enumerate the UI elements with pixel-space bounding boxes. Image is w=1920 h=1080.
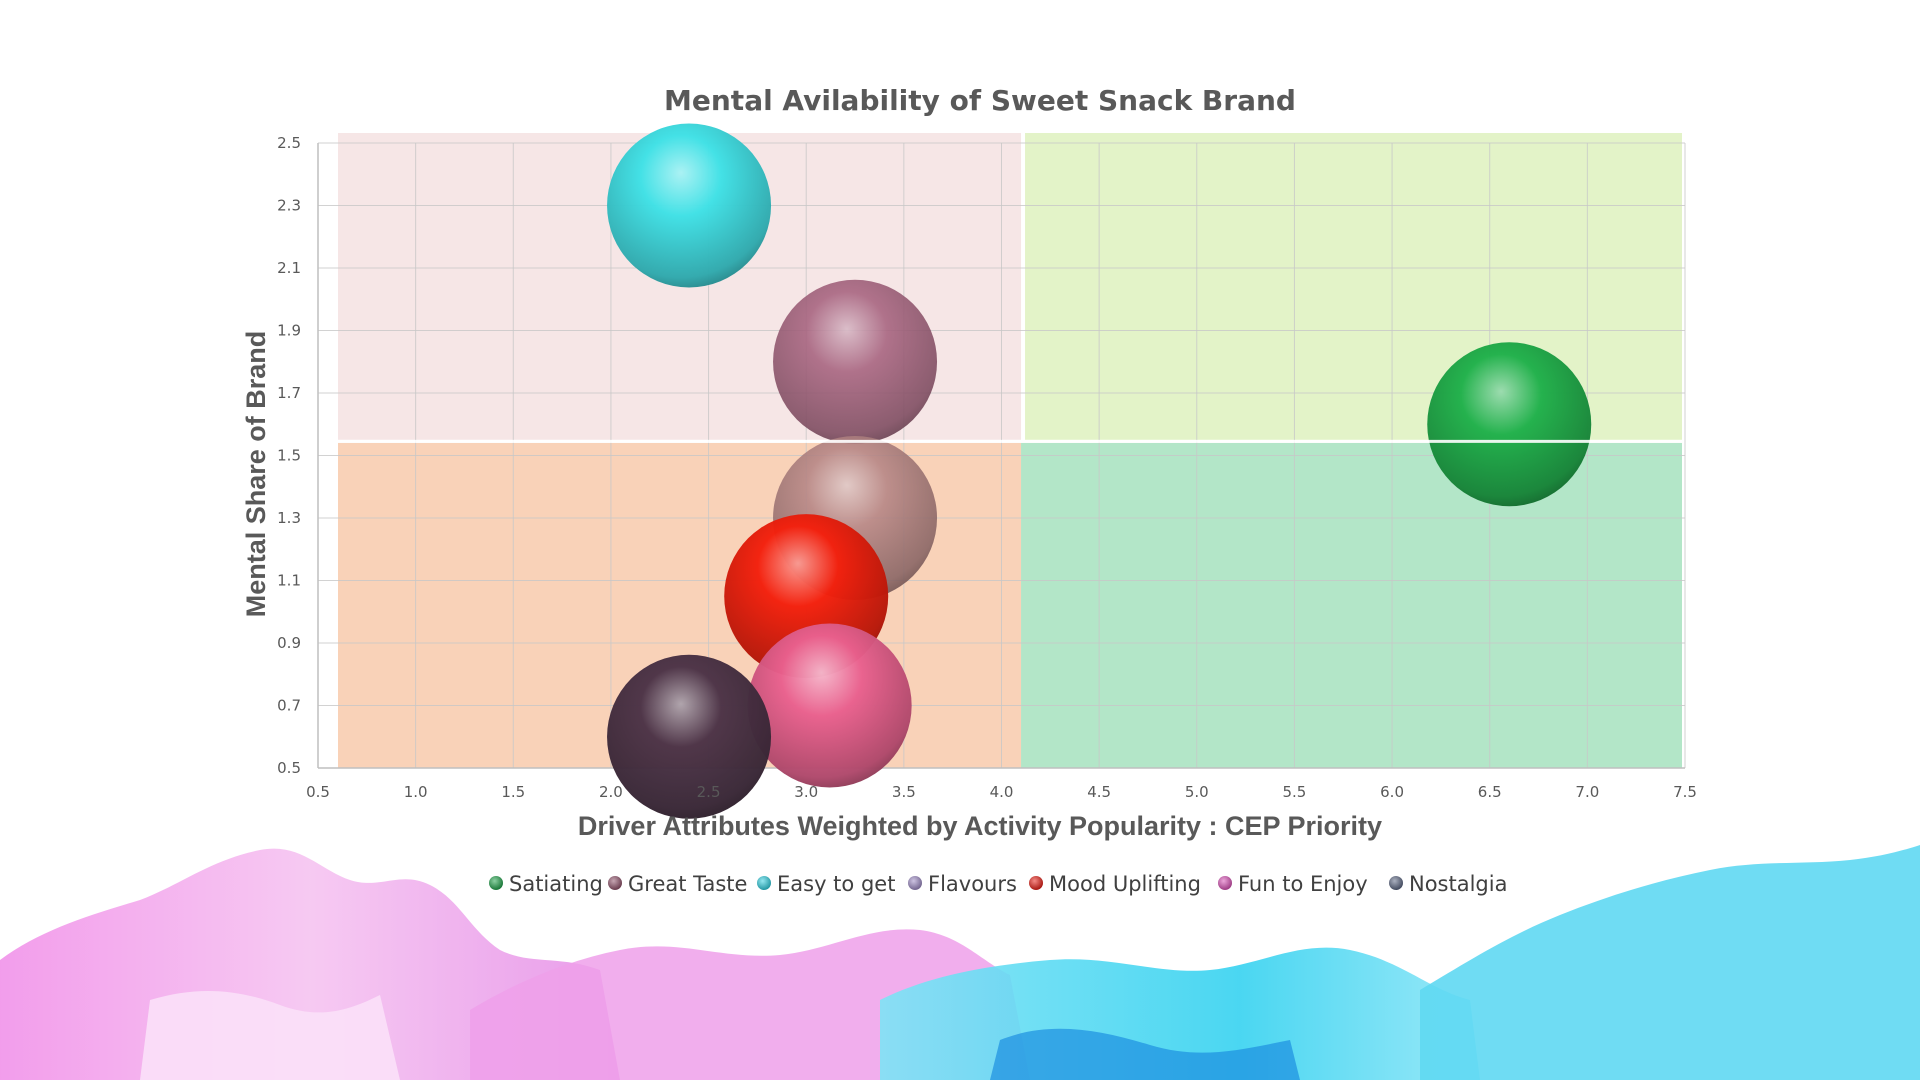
bubble-series-group (338, 123, 1682, 819)
y-tick-label: 1.5 (277, 447, 301, 465)
legend-marker (608, 876, 622, 890)
bubble-great-taste[interactable] (773, 279, 938, 444)
x-tick-label: 4.0 (990, 783, 1014, 801)
bubble-nostalgia[interactable] (607, 654, 772, 819)
legend-item-label: Satiating (509, 872, 603, 896)
y-tick-label: 0.7 (277, 697, 301, 715)
x-tick-label: 7.5 (1673, 783, 1697, 801)
chart-axes (317, 143, 1685, 769)
quadrant-bottom-right (1021, 442, 1682, 768)
x-tick-label: 3.5 (892, 783, 916, 801)
y-tick-label: 0.9 (277, 634, 301, 652)
legend-marker (1218, 876, 1232, 890)
y-tick-label: 2.3 (277, 197, 301, 215)
y-tick-label: 2.5 (277, 134, 301, 152)
x-tick-label: 4.5 (1087, 783, 1111, 801)
x-tick-label: 1.5 (501, 783, 525, 801)
legend-marker (908, 876, 922, 890)
decorative-paint-splash (0, 845, 1920, 1080)
bubble-fun-to-enjoy[interactable] (747, 623, 912, 788)
legend-marker (757, 876, 771, 890)
legend-marker (1029, 876, 1043, 890)
x-tick-label: 7.0 (1575, 783, 1599, 801)
legend-item-label: Fun to Enjoy (1238, 872, 1368, 896)
chart-title: Mental Avilability of Sweet Snack Brand (664, 84, 1296, 117)
y-axis-tick-labels: 0.5 0.7 0.9 1.1 1.3 1.5 1.7 1.9 2.1 2.3 2.5 (277, 134, 301, 777)
x-axis-tick-labels: 0.5 1.0 1.5 2.0 2.5 3.0 3.5 4.0 4.5 5.0 5.5 6.0 6.5 7… (306, 783, 1697, 801)
legend-marker (489, 876, 503, 890)
chart-legend: Satiating Great Taste Easy to get Flavours M… (489, 872, 1507, 896)
y-tick-label: 1.1 (277, 572, 301, 590)
x-tick-label: 5.0 (1185, 783, 1209, 801)
chart-gridlines (317, 142, 1686, 769)
y-tick-label: 1.9 (277, 322, 301, 340)
x-tick-label: 3.0 (794, 783, 818, 801)
x-tick-label: 2.0 (599, 783, 623, 801)
x-tick-label: 0.5 (306, 783, 330, 801)
bubble-satiating[interactable] (1427, 342, 1592, 507)
y-tick-label: 1.7 (277, 384, 301, 402)
y-tick-label: 2.1 (277, 259, 301, 277)
y-axis-title: Mental Share of Brand (241, 331, 271, 618)
x-tick-label: 5.5 (1282, 783, 1306, 801)
x-tick-label: 1.0 (404, 783, 428, 801)
y-tick-label: 1.3 (277, 509, 301, 527)
x-tick-label: 6.5 (1478, 783, 1502, 801)
x-tick-label: 2.5 (697, 783, 721, 801)
y-tick-label: 0.5 (277, 759, 301, 777)
legend-item-label: Nostalgia (1409, 872, 1507, 896)
x-tick-label: 6.0 (1380, 783, 1404, 801)
x-axis-title: Driver Attributes Weighted by Activity P… (578, 811, 1382, 841)
bubble-easy-to-get[interactable] (607, 123, 772, 288)
legend-marker (1389, 876, 1403, 890)
legend-item-label: Easy to get (777, 872, 895, 896)
legend-item-label: Mood Uplifting (1049, 872, 1201, 896)
legend-item-label: Great Taste (628, 872, 747, 896)
legend-item-label: Flavours (928, 872, 1017, 896)
